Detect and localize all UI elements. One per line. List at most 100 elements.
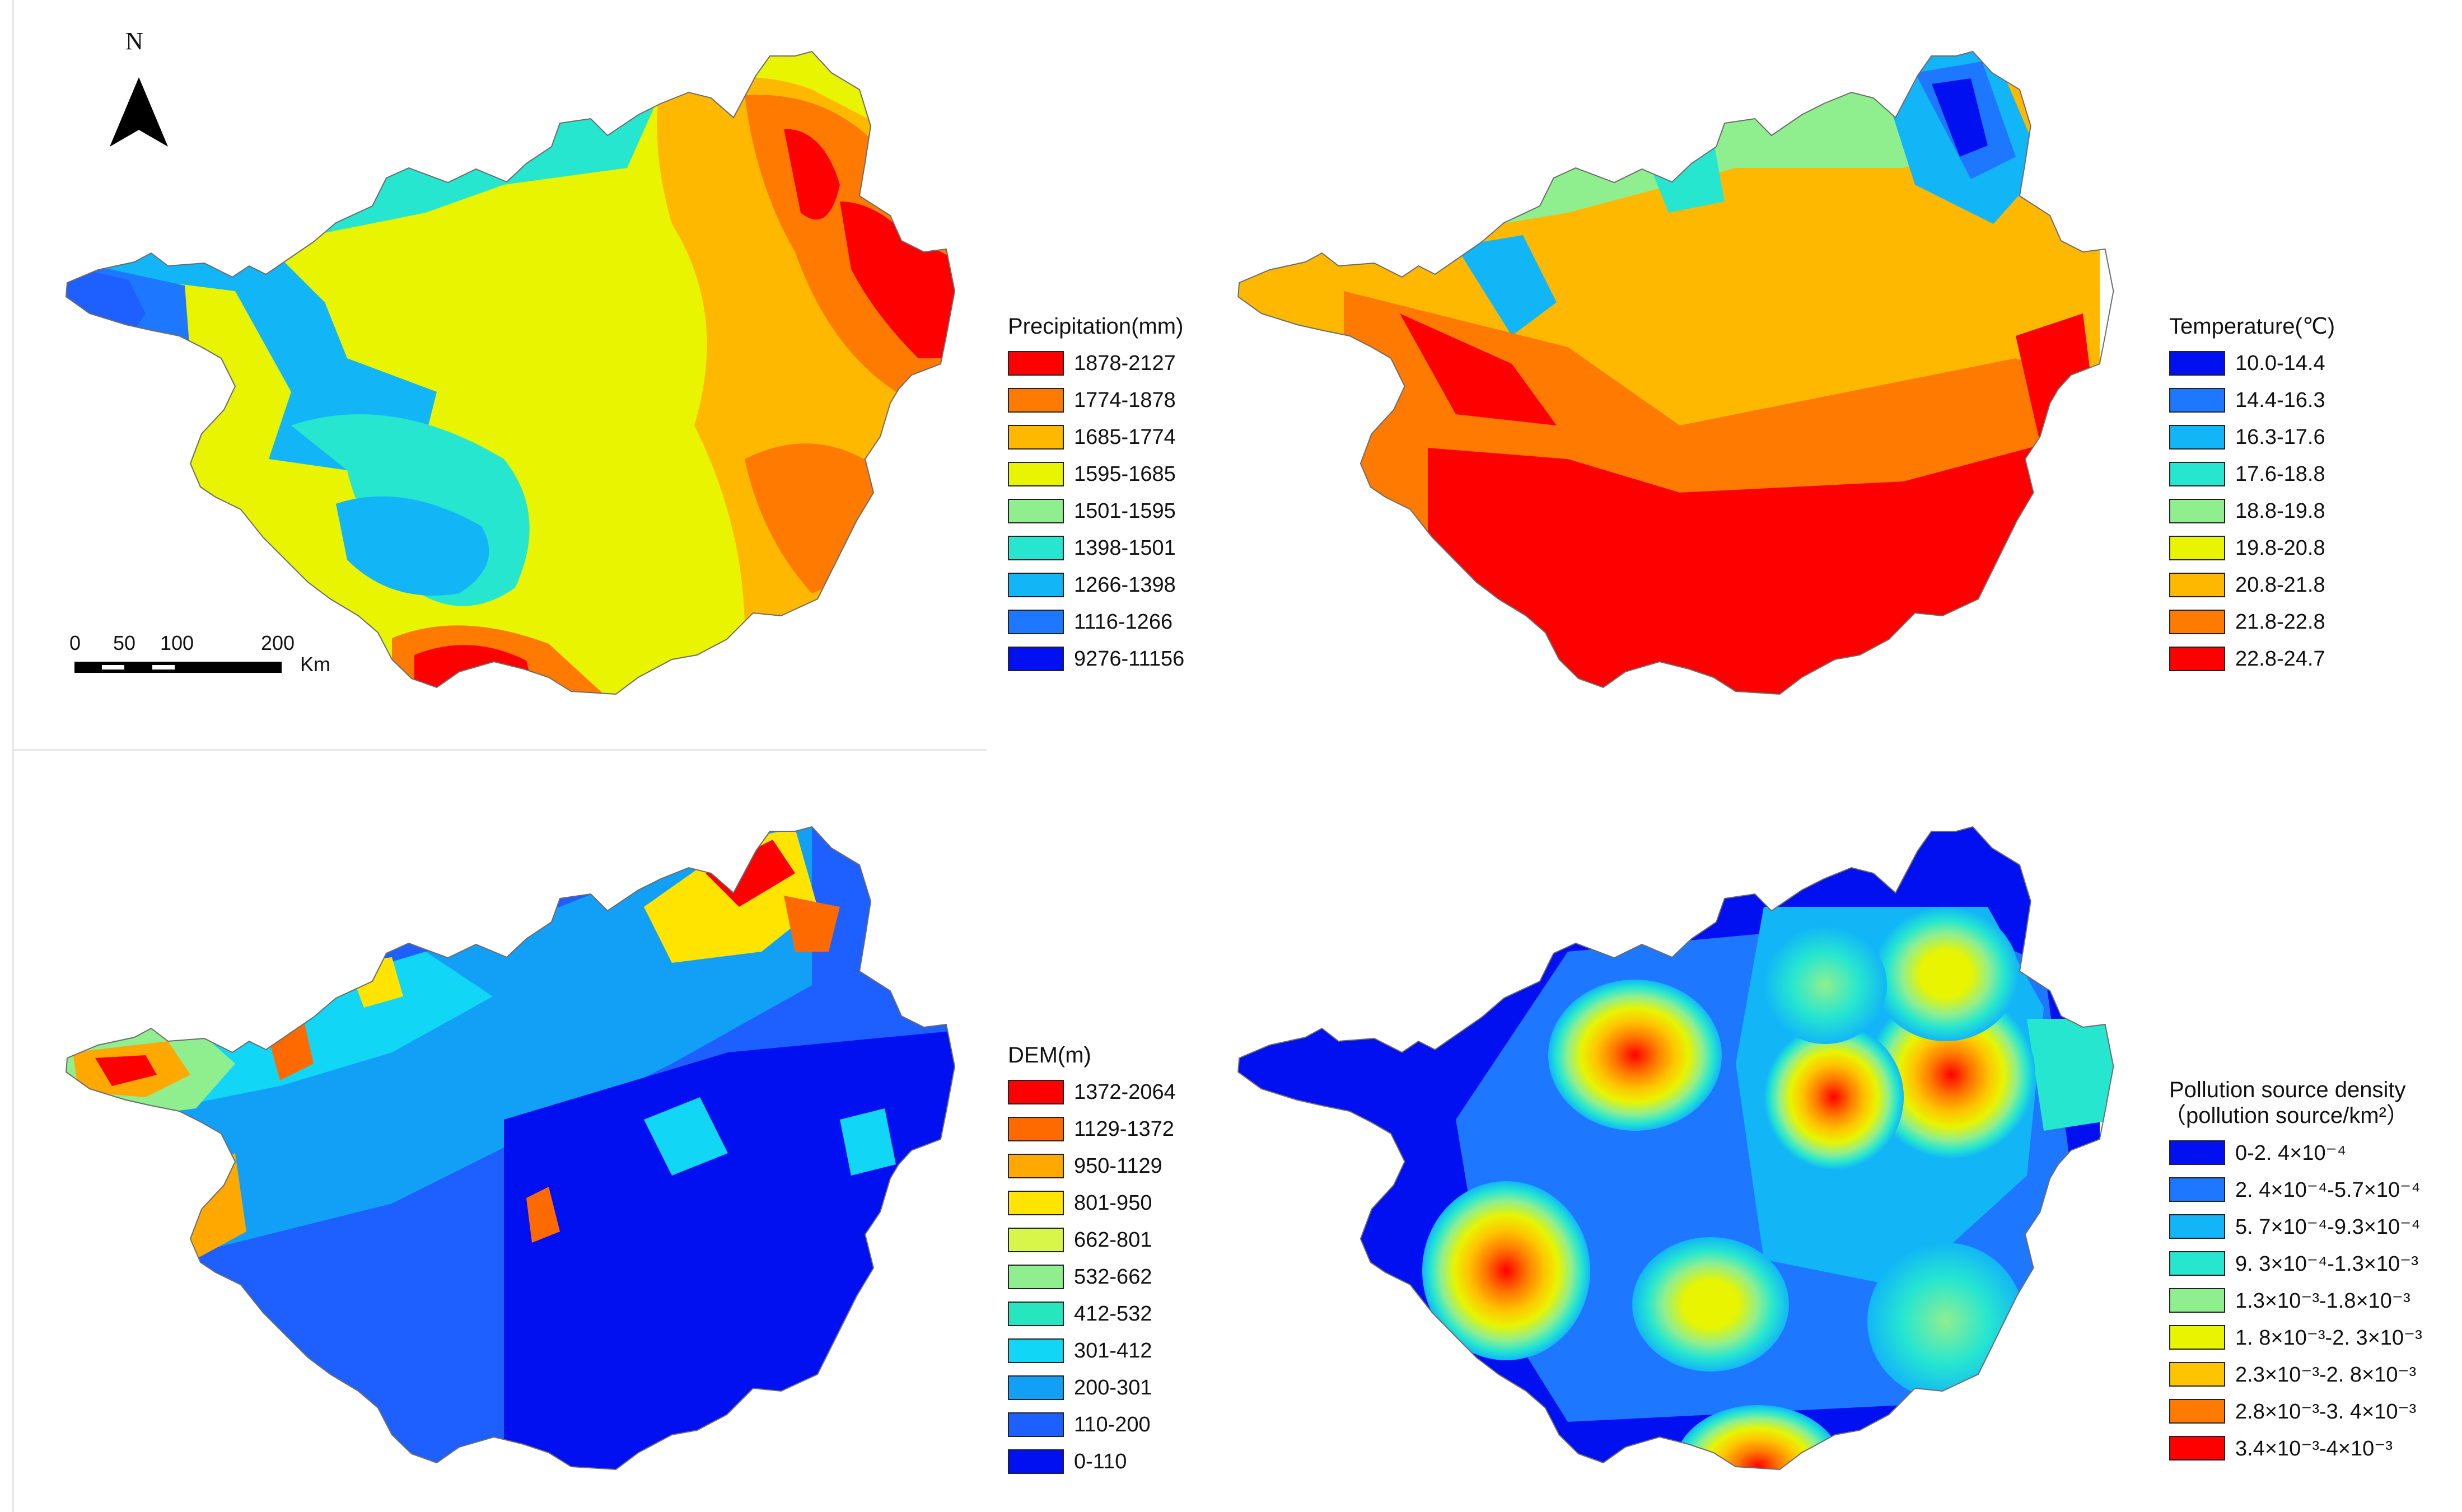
legend-item: 0-2. 4×10⁻⁴ [2169, 1134, 2422, 1171]
legend-item: 801-950 [1008, 1185, 1176, 1221]
legend-item: 662-801 [1008, 1221, 1176, 1258]
dem-legend-items: 1372-2064 1129-1372 950-1129 801-950 662-801… [1008, 1074, 1176, 1480]
legend-swatch [1008, 1338, 1064, 1363]
legend-swatch [1008, 1412, 1064, 1437]
legend-swatch [2169, 647, 2225, 671]
legend-item: 14.4-16.3 [2169, 382, 2335, 419]
legend-swatch [2169, 425, 2225, 450]
precipitation-legend-items: 1878-2127 1774-1878 1685-1774 1595-1685 1501… [1008, 345, 1184, 677]
legend-item: 2.8×10⁻³-3. 4×10⁻³ [2169, 1393, 2422, 1430]
legend-label: 17.6-18.8 [2235, 462, 2325, 486]
dem-map [66, 827, 955, 1469]
legend-swatch [2169, 388, 2225, 413]
legend-swatch [2169, 1251, 2225, 1276]
legend-label: 20.8-21.8 [2235, 573, 2325, 597]
legend-item: 18.8-19.8 [2169, 493, 2335, 530]
legend-label: 1398-1501 [1074, 536, 1176, 560]
legend-item: 10.0-14.4 [2169, 345, 2335, 382]
legend-item: 1266-1398 [1008, 567, 1184, 603]
legend-swatch [1008, 647, 1064, 671]
temperature-legend-title: Temperature(℃) [2169, 314, 2335, 339]
legend-label: 0-110 [1074, 1449, 1127, 1473]
precipitation-legend: Precipitation(mm) 1878-2127 1774-1878 1685… [1008, 313, 1184, 677]
legend-swatch [1008, 1449, 1064, 1474]
legend-label: 2. 4×10⁻⁴-5.7×10⁻⁴ [2235, 1178, 2421, 1202]
legend-label: 1774-1878 [1074, 388, 1176, 412]
legend-swatch [1008, 1375, 1064, 1400]
legend-swatch [2169, 462, 2225, 486]
scale-unit: Km [300, 653, 330, 676]
legend-label: 2.3×10⁻³-2. 8×10⁻³ [2235, 1363, 2417, 1387]
legend-swatch [2169, 610, 2225, 634]
legend-label: 16.3-17.6 [2235, 425, 2325, 449]
legend-label: 5. 7×10⁻⁴-9.3×10⁻⁴ [2235, 1215, 2421, 1239]
legend-swatch [2169, 1362, 2225, 1387]
legend-swatch [1008, 425, 1064, 450]
legend-label: 0-2. 4×10⁻⁴ [2235, 1141, 2347, 1165]
legend-swatch [1008, 1228, 1064, 1252]
legend-swatch [1008, 388, 1064, 413]
dem-legend: DEM(m) 1372-2064 1129-1372 950-1129 801-950… [1008, 1042, 1176, 1480]
frame-left-line [12, 0, 14, 1512]
legend-item: 950-1129 [1008, 1148, 1176, 1185]
legend-label: 1.3×10⁻³-1.8×10⁻³ [2235, 1289, 2410, 1313]
legend-item: 532-662 [1008, 1258, 1176, 1295]
legend-item: 200-301 [1008, 1369, 1176, 1406]
legend-item: 301-412 [1008, 1332, 1176, 1369]
frame-middle-line [12, 749, 987, 751]
legend-item: 9. 3×10⁻⁴-1.3×10⁻³ [2169, 1245, 2422, 1282]
legend-label: 801-950 [1074, 1191, 1152, 1215]
legend-swatch [1008, 1154, 1064, 1178]
pollution-legend: Pollution source density （pollution sour… [2164, 1077, 2422, 1467]
legend-item: 1372-2064 [1008, 1074, 1176, 1111]
legend-label: 10.0-14.4 [2235, 351, 2325, 375]
legend-label: 21.8-22.8 [2235, 610, 2325, 634]
legend-item: 1685-1774 [1008, 419, 1184, 456]
legend-swatch [2169, 1214, 2225, 1239]
legend-item: 5. 7×10⁻⁴-9.3×10⁻⁴ [2169, 1208, 2422, 1245]
north-label: N [125, 27, 143, 55]
legend-item: 3.4×10⁻³-4×10⁻³ [2169, 1430, 2422, 1467]
legend-label: 412-532 [1074, 1302, 1152, 1326]
temperature-legend: Temperature(℃) 10.0-14.4 14.4-16.3 16.3-17… [2169, 313, 2335, 677]
legend-item: 19.8-20.8 [2169, 530, 2335, 567]
legend-swatch [2169, 573, 2225, 597]
legend-item: 21.8-22.8 [2169, 603, 2335, 640]
legend-label: 1685-1774 [1074, 425, 1176, 449]
legend-item: 1.3×10⁻³-1.8×10⁻³ [2169, 1282, 2422, 1319]
legend-item: 1501-1595 [1008, 493, 1184, 530]
legend-swatch [1008, 573, 1064, 597]
legend-swatch [2169, 351, 2225, 376]
legend-item: 1595-1685 [1008, 456, 1184, 493]
legend-swatch [2169, 1399, 2225, 1424]
legend-label: 110-200 [1074, 1412, 1151, 1436]
legend-swatch [2169, 1288, 2225, 1313]
legend-item: 1. 8×10⁻³-2. 3×10⁻³ [2169, 1319, 2422, 1356]
scale-tick-200: 200 [261, 631, 295, 654]
legend-label: 19.8-20.8 [2235, 536, 2325, 560]
legend-item: 2. 4×10⁻⁴-5.7×10⁻⁴ [2169, 1171, 2422, 1208]
north-arrow-icon [110, 77, 168, 147]
legend-label: 1129-1372 [1074, 1117, 1174, 1141]
precipitation-legend-title: Precipitation(mm) [1008, 314, 1184, 339]
legend-item: 17.6-18.8 [2169, 456, 2335, 493]
scale-tick-100: 100 [160, 631, 194, 654]
legend-swatch [2169, 1177, 2225, 1202]
legend-swatch [2169, 499, 2225, 523]
legend-swatch [1008, 1302, 1064, 1326]
legend-label: 9276-11156 [1074, 647, 1185, 671]
legend-swatch [1008, 536, 1064, 560]
legend-item: 110-200 [1008, 1406, 1176, 1443]
legend-label: 18.8-19.8 [2235, 499, 2325, 523]
legend-item: 16.3-17.6 [2169, 419, 2335, 456]
legend-item: 1129-1372 [1008, 1111, 1176, 1148]
legend-swatch [2169, 1140, 2225, 1165]
pollution-legend-subtitle: （pollution source/km²） [2164, 1103, 2409, 1128]
dem-legend-title: DEM(m) [1008, 1043, 1091, 1068]
legend-swatch [1008, 1117, 1064, 1141]
legend-label: 1878-2127 [1074, 351, 1176, 375]
scale-tick-50: 50 [113, 631, 136, 654]
legend-item: 20.8-21.8 [2169, 567, 2335, 603]
legend-label: 1501-1595 [1074, 499, 1176, 523]
